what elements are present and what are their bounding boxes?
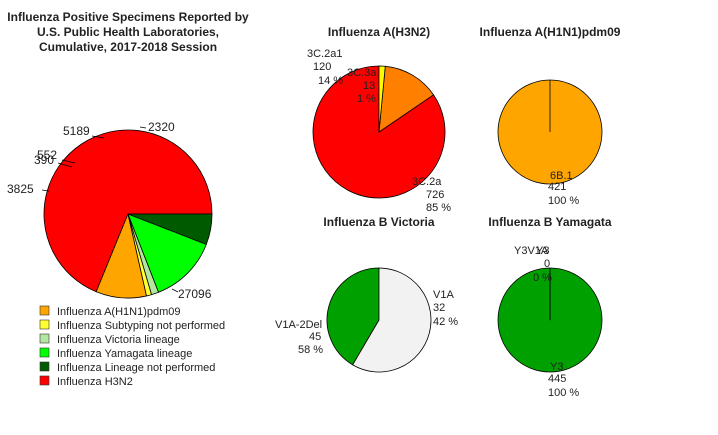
legend-swatch-yamagata: [39, 347, 50, 358]
victoria-pie: [326, 267, 432, 373]
main-pie-slice-influenza-lineage-not-performed: [127, 213, 213, 245]
legend-item-h1n1: Influenza A(H1N1)pdm09: [39, 305, 181, 318]
legend-item-yamagata: Influenza Yamagata lineage: [39, 347, 192, 360]
yamagata-label-y3-percent: 100 %: [548, 387, 579, 399]
main-pie-leader-line-1: [139, 126, 147, 129]
main-label-subtyping-not-performed: 390: [34, 153, 54, 167]
victoria-label-v1a-count: 32: [433, 302, 445, 314]
main-pie: [41, 126, 213, 299]
victoria-label-v1a-percent: 42 %: [433, 316, 458, 328]
main-pie-slice-influenza-yamagata-lineage: [127, 213, 207, 293]
main-chart-title-line-1: Influenza Positive Specimens Reported by: [7, 10, 249, 24]
yamagata-label-y3-name: Y3: [550, 361, 563, 373]
h1n1-pie: [497, 79, 603, 185]
main-label-lineage-not-performed: 2320: [148, 120, 175, 134]
h3n2-label-3c3a-count: 13: [363, 80, 375, 92]
h3n2-label-3c3a-percent: 1 %: [357, 93, 376, 105]
h1n1-label-6b1-count: 421: [548, 181, 566, 193]
main-pie-leader-line-3: [61, 159, 76, 164]
main-label-yamagata: 5189: [63, 124, 90, 138]
h1n1-pie-title: Influenza A(H1N1)pdm09: [480, 25, 621, 39]
h3n2-label-3c2a-name: 3C.2a: [412, 176, 442, 188]
victoria-label-v1a2del-percent: 58 %: [298, 344, 323, 356]
main-pie-leader-line-5: [41, 189, 50, 192]
victoria-label-v1a2del-name: V1A-2Del: [275, 319, 322, 331]
main-chart-title-line-2: U.S. Public Health Laboratories,: [37, 25, 219, 39]
yamagata-label-y3v1a-count: 0: [544, 258, 550, 270]
main-chart-title-line-3: Cumulative, 2017-2018 Session: [39, 40, 217, 54]
victoria-pie-slice-v1a-2del: [352, 267, 432, 373]
legend-label-h3n2: Influenza H3N2: [57, 376, 133, 388]
legend-label-yamagata: Influenza Yamagata lineage: [57, 348, 192, 360]
legend-swatch-h3n2: [39, 375, 50, 386]
main-label-h1n1: 3825: [7, 182, 34, 196]
main-pie-slice-influenza-h3n2: [43, 129, 213, 293]
victoria-label-v1a2del-count: 45: [309, 331, 321, 343]
h1n1-label-6b1-name: 6B.1: [550, 170, 573, 182]
h3n2-label-3c2a-count: 726: [426, 189, 444, 201]
h3n2-pie: [312, 65, 446, 199]
legend-swatch-subtyping: [39, 319, 50, 330]
h3n2-label-3c2a1-count: 120: [313, 61, 331, 73]
h3n2-label-3c3a-name: 3C.3a: [347, 67, 377, 79]
h3n2-pie-slice-3c-3a: [378, 65, 386, 133]
h3n2-label-3c2a1-name: 3C.2a1: [307, 48, 342, 60]
legend-item-h3n2: Influenza H3N2: [39, 375, 133, 388]
legend-swatch-h1n1: [39, 305, 50, 316]
main-label-victoria: 552: [37, 148, 57, 162]
h3n2-pie-slice-3c-2a1: [378, 65, 434, 133]
main-pie-leader-line-4: [57, 162, 73, 168]
victoria-pie-slice-v1a: [326, 267, 380, 366]
main-label-h3n2: 27096: [178, 287, 212, 301]
legend-item-victoria: Influenza Victoria lineage: [39, 333, 180, 346]
victoria-label-v1a-name: V1A: [433, 289, 454, 301]
victoria-pie-title: Influenza B Victoria: [323, 215, 434, 229]
yamagata-pie: [497, 267, 603, 373]
legend-swatch-lineage: [39, 361, 50, 372]
legend-label-h1n1: Influenza A(H1N1)pdm09: [57, 306, 181, 318]
legend-swatch-victoria: [39, 333, 50, 344]
legend-label-subtyping: Influenza Subtyping not performed: [57, 320, 225, 332]
yamagata-label-y3-name-top: Y3: [536, 245, 549, 257]
yamagata-label-y3v1a-percent: 0 %: [533, 272, 552, 284]
legend: Influenza A(H1N1)pdm09 Influenza Subtypi…: [39, 305, 225, 388]
legend-label-victoria: Influenza Victoria lineage: [57, 334, 180, 346]
yamagata-pie-title: Influenza B Yamagata: [488, 215, 611, 229]
main-pie-leader-line-6: [171, 288, 179, 293]
legend-item-subtyping: Influenza Subtyping not performed: [39, 319, 225, 332]
legend-item-lineage: Influenza Lineage not performed: [39, 361, 215, 374]
yamagata-label-y3v1a-name: Y3V1A: [514, 245, 549, 257]
h1n1-label-6b1-percent: 100 %: [548, 195, 579, 207]
main-pie-leader-line-2: [91, 135, 105, 139]
yamagata-label-y3-count: 445: [548, 373, 566, 385]
h3n2-label-3c2a-percent: 85 %: [426, 202, 451, 214]
legend-label-lineage: Influenza Lineage not performed: [57, 362, 215, 374]
h3n2-label-3c2a1-percent: 14 %: [318, 75, 343, 87]
h3n2-pie-title: Influenza A(H3N2): [328, 25, 430, 39]
